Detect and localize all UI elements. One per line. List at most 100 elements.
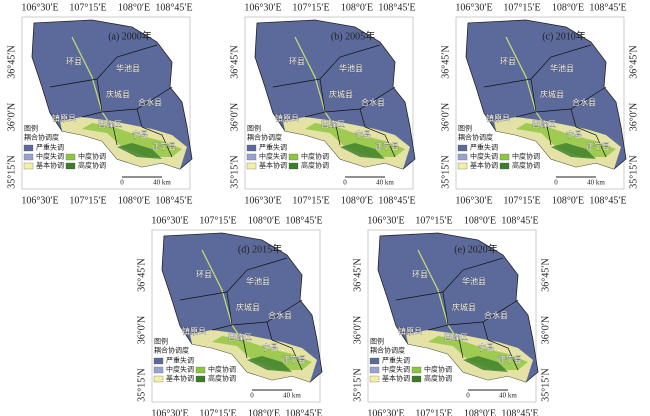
county-name: 庆城县	[540, 89, 564, 99]
legend-swatch	[499, 162, 510, 170]
lat-label: 35°15′N	[6, 155, 17, 188]
lon-label: 107°15′E	[415, 215, 452, 226]
legend-subtitle: 耦合协调度	[247, 133, 282, 142]
panel-label: (d) 2015年	[238, 242, 282, 255]
lon-label: 108°45′E	[378, 2, 415, 13]
county-name: 西峰区	[98, 119, 122, 129]
scale-start: 0	[554, 179, 558, 187]
lon-label: 108°45′E	[589, 2, 626, 13]
county-name: 合水县	[572, 97, 596, 107]
lon-label: 106°30′E	[244, 2, 281, 13]
lon-label: 108°0′E	[464, 215, 496, 226]
legend-swatch	[153, 366, 164, 374]
legend-label: 高度协调	[301, 161, 329, 170]
lon-label: 108°0′E	[118, 2, 150, 13]
lat-label: 35°15′N	[440, 155, 451, 188]
legend-swatch	[411, 366, 422, 374]
legend-subtitle: 耦合协调度	[458, 133, 493, 142]
lon-label: 107°15′E	[69, 195, 106, 206]
lon-label: 106°30′E	[151, 408, 188, 416]
legend-swatch	[65, 153, 76, 161]
county-name: 正宁县	[498, 354, 522, 364]
county-name: 宁县	[355, 129, 371, 139]
legend-label: 中度失调	[382, 365, 410, 374]
legend-label: 基本协调	[470, 161, 498, 170]
legend-label: 中度失调	[259, 152, 287, 161]
lon-label: 107°15′E	[292, 195, 329, 206]
legend-label: 基本协调	[36, 161, 64, 170]
county-name: 正宁县	[586, 141, 610, 151]
county-name: 庆城县	[329, 89, 353, 99]
county-name: 宁县	[262, 342, 278, 352]
scale-start: 0	[250, 392, 254, 400]
legend-label: 中度失调	[166, 365, 194, 374]
lat-label: 35°15′N	[540, 368, 551, 401]
legend-subtitle: 耦合协调度	[154, 346, 189, 355]
lon-label: 108°45′E	[155, 195, 192, 206]
scale-end: 40 km	[283, 392, 301, 400]
legend-title: 图例	[247, 124, 261, 133]
lat-label: 36°0′N	[136, 316, 147, 344]
legend-swatch	[153, 375, 164, 383]
legend-swatch	[411, 375, 422, 383]
county-name: 合水县	[361, 97, 385, 107]
legend-label: 严重失调	[166, 356, 194, 365]
lon-label: 106°30′E	[21, 195, 58, 206]
lon-label: 107°15′E	[415, 408, 452, 416]
legend-label: 基本协调	[166, 374, 194, 383]
county-name: 西峰区	[321, 119, 345, 129]
scale-start: 0	[466, 392, 470, 400]
county-name: 正宁县	[152, 141, 176, 151]
lon-label: 108°45′E	[285, 408, 322, 416]
lon-label: 106°30′E	[21, 2, 58, 13]
county-name: 镇原县	[275, 113, 299, 123]
scale-end: 40 km	[153, 179, 171, 187]
legend-swatch	[457, 162, 468, 170]
lat-label: 36°0′N	[6, 103, 17, 131]
map-frame	[21, 16, 191, 190]
lon-label: 108°0′E	[341, 2, 373, 13]
panel-label: (a) 2000年	[108, 29, 152, 42]
scale-start: 0	[120, 179, 124, 187]
scale-end: 40 km	[499, 392, 517, 400]
lon-label: 108°45′E	[285, 215, 322, 226]
legend-swatch	[195, 375, 206, 383]
lat-label: 36°0′N	[440, 103, 451, 131]
legend-label: 严重失调	[382, 356, 410, 365]
county-name: 镇原县	[182, 326, 206, 336]
county-name: 镇原县	[398, 326, 422, 336]
lon-label: 106°30′E	[244, 195, 281, 206]
legend-label: 高度协调	[424, 374, 452, 383]
map-frame	[367, 229, 537, 403]
lon-label: 108°45′E	[501, 408, 538, 416]
legend-swatch	[457, 153, 468, 161]
lat-label: 35°15′N	[229, 155, 240, 188]
lat-label: 35°15′N	[352, 368, 363, 401]
legend-label: 严重失调	[470, 143, 498, 152]
county-name: 镇原县	[486, 113, 510, 123]
legend-subtitle: 耦合协调度	[24, 133, 59, 142]
county-name: 西峰区	[532, 119, 556, 129]
lon-label: 107°15′E	[69, 2, 106, 13]
lat-label: 36°45′N	[6, 45, 17, 78]
lat-label: 36°45′N	[440, 45, 451, 78]
lon-label: 106°30′E	[151, 215, 188, 226]
legend-swatch	[369, 375, 380, 383]
panel-label: (b) 2005年	[331, 29, 375, 42]
lon-label: 107°15′E	[292, 2, 329, 13]
lon-label: 107°15′E	[503, 195, 540, 206]
legend-label: 基本协调	[259, 161, 287, 170]
legend-swatch	[23, 153, 34, 161]
county-name: 环县	[412, 270, 428, 279]
lat-label: 36°0′N	[352, 316, 363, 344]
lat-label: 36°0′N	[628, 103, 639, 131]
legend-title: 图例	[370, 337, 384, 346]
legend-label: 中度协调	[512, 152, 540, 161]
legend-label: 中度协调	[424, 365, 452, 374]
lat-label: 36°45′N	[628, 45, 639, 78]
lon-label: 106°30′E	[367, 215, 404, 226]
legend-label: 高度协调	[512, 161, 540, 170]
county-name: 环县	[500, 57, 516, 66]
map-panel: 106°30′E 106°30′E 107°15′E 107°15′E 108°0′E 1…	[229, 2, 415, 206]
